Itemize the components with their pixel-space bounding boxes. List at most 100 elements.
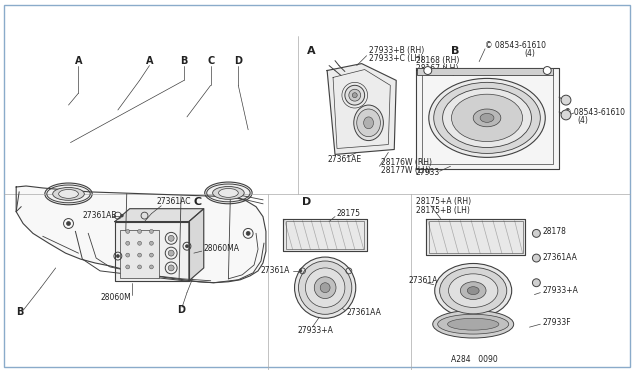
Text: C: C [194,197,202,207]
Polygon shape [426,219,525,255]
Text: 27361AB: 27361AB [83,211,117,220]
Ellipse shape [314,277,336,298]
Bar [429,221,522,253]
Ellipse shape [354,105,383,141]
Ellipse shape [305,268,345,307]
Text: 28060MA: 28060MA [204,244,240,253]
Text: 27361AA: 27361AA [542,253,577,262]
Ellipse shape [435,263,512,318]
Ellipse shape [429,78,545,157]
Text: 27361AC: 27361AC [156,197,191,206]
Polygon shape [416,68,559,169]
Text: 27361A: 27361A [260,266,289,275]
Ellipse shape [473,109,501,127]
Ellipse shape [440,267,507,314]
Text: S: S [545,68,549,73]
Circle shape [116,254,119,257]
Text: 27933F: 27933F [542,318,571,327]
Circle shape [150,265,154,269]
Ellipse shape [218,189,238,198]
Circle shape [561,95,571,105]
Ellipse shape [447,318,499,330]
Circle shape [532,254,540,262]
Circle shape [125,230,130,233]
Text: 28176W (RH): 28176W (RH) [381,158,433,167]
Circle shape [345,85,365,105]
Circle shape [168,265,174,271]
Text: S: S [426,68,429,73]
Circle shape [150,253,154,257]
Polygon shape [283,219,367,251]
Ellipse shape [434,82,540,153]
Circle shape [138,265,141,269]
Circle shape [352,93,357,98]
Text: (4): (4) [578,116,589,125]
Text: 28168 (RH): 28168 (RH) [416,56,460,65]
Circle shape [561,110,571,120]
Circle shape [424,67,432,74]
Circle shape [138,230,141,233]
Circle shape [349,89,361,101]
Text: B: B [451,46,459,56]
Ellipse shape [364,117,374,129]
Text: 27933+C (LH): 27933+C (LH) [369,54,423,63]
Circle shape [186,245,188,248]
Text: 27361AA: 27361AA [347,308,381,317]
Ellipse shape [451,94,522,142]
Circle shape [125,241,130,245]
Ellipse shape [52,187,84,200]
Text: 28175+B (LH): 28175+B (LH) [416,206,470,215]
Text: 28060M: 28060M [100,293,131,302]
Circle shape [246,231,250,235]
Text: (4): (4) [525,49,536,58]
Ellipse shape [212,186,244,199]
Polygon shape [16,186,266,283]
Text: 27933+A: 27933+A [298,326,333,334]
Ellipse shape [467,287,479,295]
Circle shape [138,241,141,245]
Circle shape [532,230,540,237]
Ellipse shape [320,283,330,293]
Ellipse shape [294,257,356,318]
Text: B: B [180,56,188,65]
Text: 27933+A: 27933+A [542,286,578,295]
Ellipse shape [460,282,486,299]
Text: 28177W (LH): 28177W (LH) [381,166,431,175]
Ellipse shape [205,182,252,204]
Text: C: C [207,56,214,65]
Text: A284 0090: A284 0090 [451,355,497,364]
Text: B: B [16,307,24,317]
Text: A: A [146,56,153,65]
Circle shape [120,214,124,217]
Text: 27933+B (RH): 27933+B (RH) [369,46,424,55]
Bar [285,221,364,249]
Text: 28167 (LH): 28167 (LH) [416,64,458,73]
Text: A: A [307,46,316,56]
Bar [120,230,159,278]
Ellipse shape [45,183,92,205]
Text: © 08543-61610: © 08543-61610 [485,41,546,50]
Polygon shape [189,209,204,281]
Circle shape [543,67,551,74]
Text: 28175+A (RH): 28175+A (RH) [416,197,471,206]
Text: A: A [75,56,82,65]
Text: 27933: 27933 [416,168,440,177]
Text: 28175: 28175 [337,209,361,218]
Ellipse shape [298,261,352,314]
Ellipse shape [59,189,78,198]
Ellipse shape [480,113,494,122]
Circle shape [150,230,154,233]
Circle shape [67,222,70,225]
Circle shape [138,253,141,257]
Text: © 08543-61610: © 08543-61610 [564,109,625,118]
Ellipse shape [433,310,514,338]
Circle shape [299,269,302,272]
Circle shape [150,241,154,245]
Text: 28178: 28178 [542,227,566,236]
Circle shape [532,279,540,287]
Ellipse shape [438,314,509,334]
Circle shape [125,253,130,257]
Text: 27361AE: 27361AE [327,155,361,164]
Circle shape [168,235,174,241]
Text: D: D [303,197,312,207]
